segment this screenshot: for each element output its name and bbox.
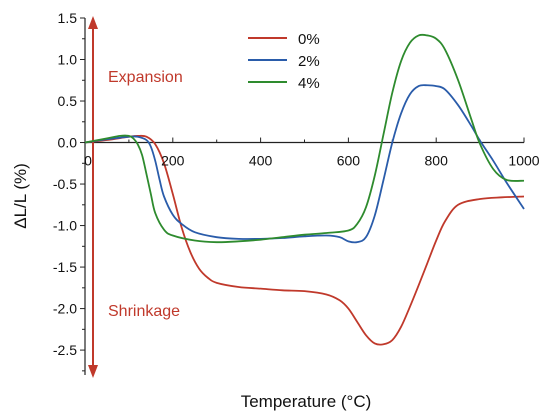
x-tick-label: 200 xyxy=(161,153,185,169)
y-tick-label: -2.0 xyxy=(53,301,77,317)
y-axis-title: ΔL/L (%) xyxy=(11,163,30,229)
series-line-4pct xyxy=(84,33,525,244)
x-tick-label: 600 xyxy=(337,153,361,169)
legend-label: 2% xyxy=(298,53,320,70)
expansion-shrinkage-arrow xyxy=(88,16,98,378)
y-tick-label: 0.0 xyxy=(58,135,78,151)
annotation-expansion: Expansion xyxy=(108,69,183,86)
y-tick-label: -1.5 xyxy=(53,259,77,275)
y-tick-label: -0.5 xyxy=(53,176,77,192)
series-line-2pct xyxy=(84,84,525,244)
y-tick-label: 1.5 xyxy=(58,10,78,26)
arrow-head-down xyxy=(88,365,98,378)
legend-label: 4% xyxy=(298,75,320,92)
legend-label: 0% xyxy=(298,31,320,48)
x-axis-title: Temperature (°C) xyxy=(241,392,372,411)
y-tick-label: 0.5 xyxy=(58,93,78,109)
y-tick-label: -1.0 xyxy=(53,218,77,234)
x-tick-label: 800 xyxy=(425,153,449,169)
legend: 0% 2% 4% xyxy=(248,31,320,92)
y-tick-label: -2.5 xyxy=(53,342,77,358)
y-tick-label: 1.0 xyxy=(58,52,78,68)
series-lines xyxy=(84,33,525,346)
tick-labels: -2.5 -2.0 -1.5 -1.0 -0.5 0.0 0.5 1.0 1.5 0 200 400 6… xyxy=(53,10,540,358)
x-tick-label: 400 xyxy=(249,153,273,169)
x-tick-label: 0 xyxy=(84,153,92,169)
series-line-0pct xyxy=(84,134,525,346)
annotation-shrinkage: Shrinkage xyxy=(108,303,180,320)
arrow-head-up xyxy=(88,16,98,29)
axes xyxy=(80,17,525,375)
x-tick-label: 1000 xyxy=(508,153,539,169)
